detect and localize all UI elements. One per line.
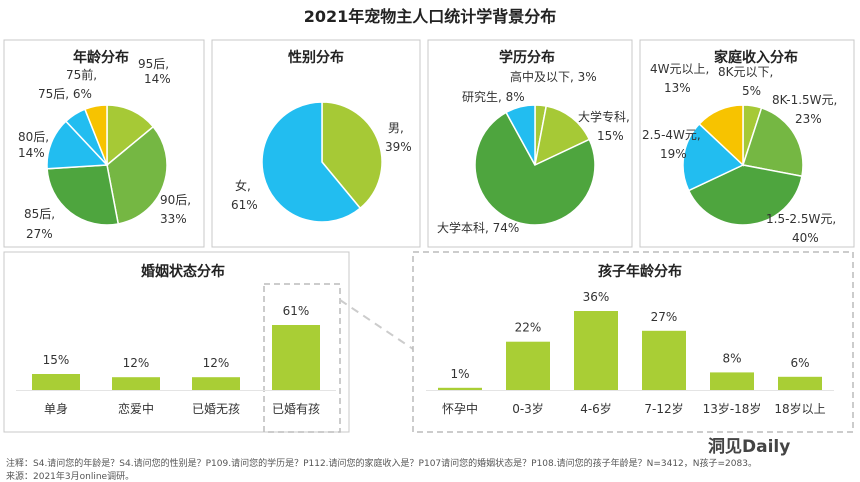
age-pie-slice-5: [83, 104, 108, 166]
pie-label: 8K元以下,: [718, 65, 773, 79]
education-pie-slice-1: [533, 105, 591, 167]
pie-label: 8K-1.5W元,: [772, 93, 837, 107]
child_age-category-label-3: 7-12岁: [644, 401, 683, 416]
pie-label: 15%: [597, 129, 624, 143]
age-pie-slice-1: [106, 125, 168, 225]
age-pie-slice-3: [46, 120, 109, 170]
child_age-category-label-0: 怀孕中: [442, 401, 478, 416]
child-age-bar-chart: 1% 怀孕中 22% 0-3岁 36% 4-6岁 27% 7-12岁 8% 13岁-18岁 6% 18…: [426, 290, 834, 416]
gender-pie-slice-1: [261, 101, 362, 223]
pie-label: 大学本科, 74%: [437, 220, 519, 235]
income-pie-slice-4: [698, 104, 744, 167]
age-chart-title: 年龄分布: [73, 49, 129, 66]
pie-label: 女,: [235, 178, 251, 193]
watermark: 洞见Daily: [708, 437, 791, 457]
pie-label: 男,: [388, 121, 404, 135]
income-pie: [682, 104, 804, 226]
pie-label: 75后, 6%: [38, 87, 92, 101]
child_age-value-label-4: 8%: [722, 351, 741, 365]
child_age-category-label-1: 0-3岁: [512, 401, 544, 416]
marital-category-label-3: 已婚有孩: [272, 402, 320, 416]
pie-label: 2.5-4W元,: [642, 128, 701, 142]
child_age-value-label-0: 1%: [450, 367, 469, 381]
child_age-value-label-2: 36%: [583, 290, 610, 304]
age-pie-slice-2: [46, 164, 120, 226]
pie-label: 14%: [18, 146, 45, 160]
child_age-value-label-1: 22%: [515, 321, 542, 335]
marital-category-label-1: 恋爱中: [118, 401, 154, 416]
highlight-frame: [263, 283, 341, 433]
gender-pie-slice-0: [321, 101, 383, 210]
connector-line: [339, 299, 414, 350]
gender-pie: [261, 101, 383, 223]
pie-label: 40%: [792, 231, 819, 245]
pie-label: 大学专科,: [578, 109, 630, 124]
pie-label: 85后,: [24, 207, 55, 221]
marital-value-label-0: 15%: [43, 353, 70, 367]
income-pie-slice-3: [682, 122, 745, 192]
pie-label: 高中及以下, 3%: [510, 69, 597, 84]
income-pie-slice-1: [742, 106, 804, 178]
education-pie: [474, 104, 596, 226]
pie-label: 90后,: [160, 193, 191, 207]
child_age-bar-5: [778, 376, 822, 390]
child_age-category-label-5: 18岁以上: [774, 401, 825, 416]
pie-label: 5%: [742, 84, 761, 98]
income-panel: [639, 39, 855, 248]
age-pie: [46, 104, 168, 226]
pie-label: 研究生, 8%: [462, 89, 525, 104]
marital-category-label-0: 单身: [44, 401, 68, 416]
education-pie-slice-2: [474, 111, 596, 226]
income-chart-title: 家庭收入分布: [714, 49, 798, 66]
pie-label: 61%: [231, 198, 258, 212]
footnote-source: 来源：2021年3月online调研。: [6, 472, 135, 482]
child_age-value-label-5: 6%: [790, 356, 809, 370]
marital-bar-0: [32, 374, 80, 390]
pie-label: 95后,: [138, 57, 169, 71]
education-panel: [427, 39, 633, 248]
income-pie-slice-2: [687, 164, 803, 226]
age-pie-slice-0: [106, 104, 155, 167]
child_age-bar-4: [710, 372, 754, 390]
pie-label: 13%: [664, 81, 691, 95]
marital-value-label-1: 12%: [123, 356, 150, 370]
marital-bar-2: [192, 377, 240, 390]
footnote-questions: 注释：S4.请问您的年龄是？S4.请问您的性别是？P109.请问您的学历是？P1…: [6, 459, 757, 469]
marital-category-label-2: 已婚无孩: [192, 402, 240, 416]
pie-label: 14%: [144, 72, 171, 86]
gender-chart-title: 性别分布: [288, 49, 344, 66]
marital-bar-1: [112, 377, 160, 390]
child-age-chart-title: 孩子年龄分布: [598, 263, 682, 280]
child_age-category-label-2: 4-6岁: [580, 401, 612, 416]
child_age-category-label-4: 13岁-18岁: [703, 401, 762, 416]
gender-panel: [211, 39, 421, 248]
marital-value-label-2: 12%: [203, 356, 230, 370]
child_age-bar-3: [642, 330, 686, 391]
pie-label: 80后,: [18, 130, 49, 144]
pie-label: 27%: [26, 227, 53, 241]
marital-bar-chart: 15% 单身 12% 恋爱中 12% 已婚无孩 61% 已婚有孩: [16, 304, 336, 416]
pie-label: 39%: [385, 140, 412, 154]
child-age-panel: [412, 251, 854, 433]
child_age-bar-1: [506, 341, 550, 390]
marital-value-label-3: 61%: [283, 304, 310, 318]
child_age-bar-0: [438, 387, 482, 390]
pie-label: 1.5-2.5W元,: [766, 212, 836, 226]
pie-label: 19%: [660, 147, 687, 161]
education-pie-slice-3: [505, 104, 536, 166]
pie-label: 4W元以上,: [650, 62, 709, 76]
pie-label: 75前,: [66, 67, 97, 82]
pie-label: 33%: [160, 212, 187, 226]
age-panel: [3, 39, 205, 248]
marital-bar-3: [272, 325, 320, 390]
child_age-value-label-3: 27%: [651, 310, 678, 324]
education-chart-title: 学历分布: [499, 49, 555, 66]
marital-panel: [3, 251, 350, 433]
child_age-bar-2: [574, 311, 618, 390]
pie-label: 23%: [795, 112, 822, 126]
marital-chart-title: 婚姻状态分布: [141, 263, 225, 280]
page-title: 2021年宠物主人口统计学背景分布: [304, 7, 557, 26]
